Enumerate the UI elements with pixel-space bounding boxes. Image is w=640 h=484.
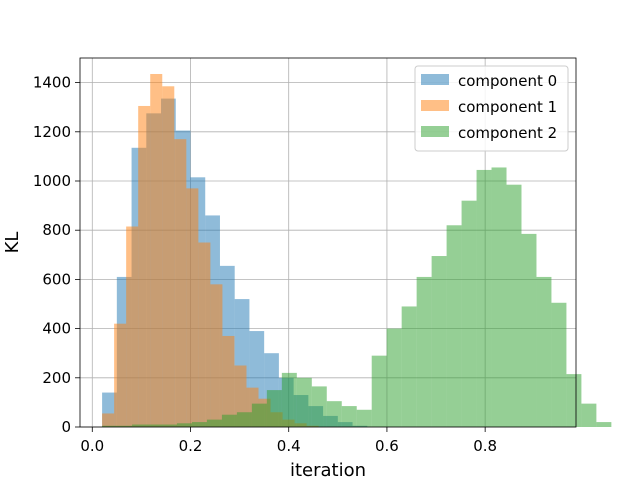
histogram-bar <box>117 425 133 427</box>
x-axis-ticks: 0.0 0.2 0.4 0.6 0.8 <box>80 427 497 455</box>
histogram-bar <box>102 425 118 427</box>
x-tick-label: 0.8 <box>473 437 497 455</box>
histogram-bar <box>311 386 327 427</box>
y-tick-label: 0 <box>61 418 71 436</box>
histogram-bar <box>126 226 139 427</box>
legend-swatch <box>421 100 449 111</box>
histogram-bar <box>236 412 252 427</box>
y-tick-label: 400 <box>42 320 71 338</box>
histogram-bar <box>266 390 282 427</box>
y-tick-label: 1200 <box>33 123 71 141</box>
x-tick-label: 0.2 <box>179 437 203 455</box>
histogram-bar <box>446 225 462 427</box>
y-tick-label: 600 <box>42 270 71 288</box>
histogram-bar <box>581 403 597 427</box>
histogram-bar <box>596 422 612 427</box>
histogram-bar <box>296 377 312 427</box>
x-tick-label: 0.4 <box>277 437 301 455</box>
histogram-bar <box>147 424 163 427</box>
histogram-bar <box>234 365 247 427</box>
histogram-bar <box>150 73 163 428</box>
x-axis-label: iteration <box>290 460 366 480</box>
series-bars-1 <box>102 73 319 428</box>
y-tick-label: 200 <box>42 369 71 387</box>
y-tick-label: 1000 <box>33 172 71 190</box>
histogram-bar <box>206 419 222 427</box>
histogram-bar <box>491 167 507 427</box>
histogram-bar <box>506 184 522 427</box>
y-axis-ticks: 0 200 400 600 800 1000 1200 1400 <box>33 74 80 436</box>
histogram-bar <box>536 276 552 427</box>
legend-swatch <box>421 126 449 137</box>
histogram-bar <box>551 302 567 427</box>
histogram-bar <box>416 276 432 427</box>
histogram-bar <box>281 372 297 427</box>
legend-label: component 1 <box>458 98 557 116</box>
x-tick-label: 0.0 <box>80 437 104 455</box>
histogram-bar <box>162 86 175 427</box>
histogram-bar <box>341 406 357 427</box>
histogram-bar <box>521 233 537 427</box>
histogram-bar <box>174 139 187 427</box>
legend-swatch <box>421 74 449 85</box>
histogram-bars <box>102 73 612 428</box>
histogram-bar <box>401 306 417 427</box>
histogram-bar <box>210 284 223 427</box>
histogram-bar <box>431 256 447 427</box>
legend-box <box>414 65 569 152</box>
legend-label: component 0 <box>458 72 557 90</box>
histogram-bar <box>162 424 177 427</box>
histogram-bar <box>191 422 207 427</box>
histogram-bar <box>222 335 235 427</box>
y-tick-label: 1400 <box>33 74 71 92</box>
series-bars-2 <box>102 167 612 427</box>
histogram-bar <box>476 169 492 427</box>
histogram-bar <box>566 374 582 427</box>
histogram-bar <box>102 413 115 427</box>
histogram-bar <box>251 403 267 427</box>
histogram-bar <box>176 423 192 427</box>
x-tick-label: 0.6 <box>375 437 399 455</box>
histogram-bar <box>371 355 387 427</box>
histogram-bar <box>461 200 477 427</box>
histogram-bar <box>356 409 372 427</box>
histogram-bar <box>221 414 237 427</box>
y-tick-label: 800 <box>42 221 71 239</box>
plot-frame <box>79 57 577 428</box>
histogram-bar <box>132 424 148 427</box>
histogram-bar <box>386 328 402 427</box>
histogram-bar <box>326 401 342 427</box>
histogram-bar <box>198 242 211 427</box>
histogram-bar <box>138 105 151 427</box>
histogram-bar <box>114 323 127 427</box>
legend-label: component 2 <box>458 124 557 142</box>
histogram-bar <box>186 188 199 427</box>
legend: component 0 component 1 component 2 <box>414 65 569 152</box>
y-axis-label: KL <box>2 232 23 254</box>
